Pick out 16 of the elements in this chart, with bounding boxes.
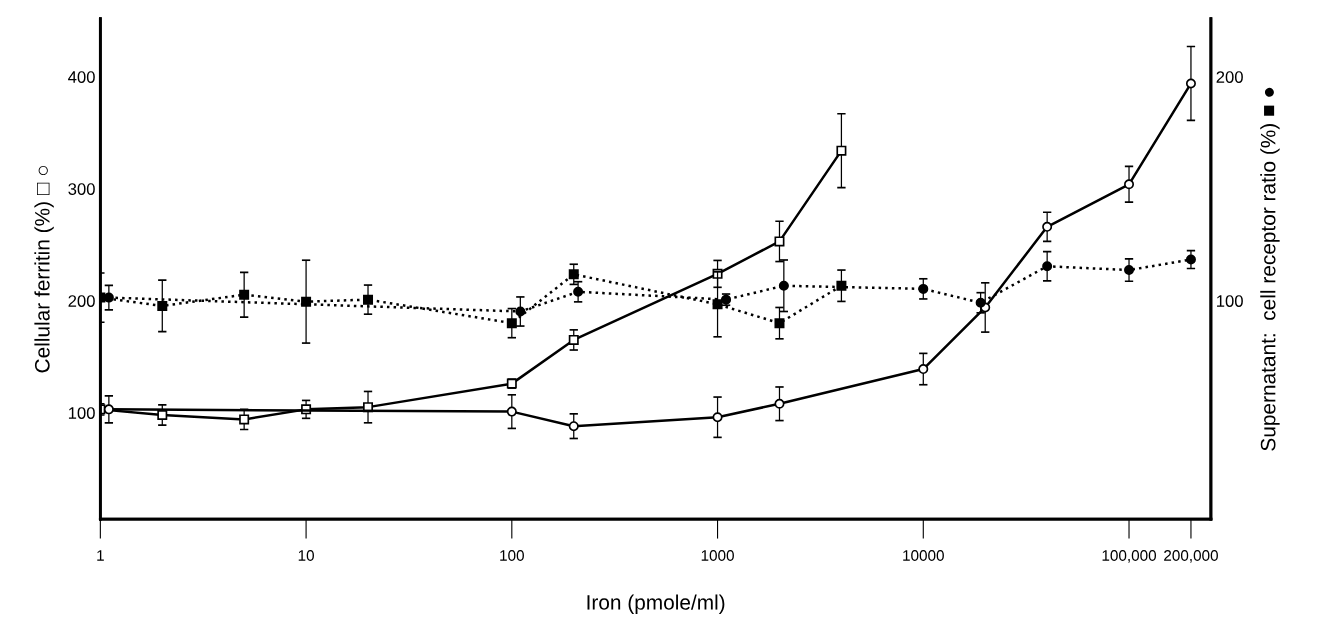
y2-tick-label: 200 <box>1216 71 1243 83</box>
x-tick-label: 100 <box>500 550 524 561</box>
y2-tick-label: 100 <box>1217 295 1243 307</box>
x-axis-title: Iron (pmole/ml) <box>587 594 725 614</box>
y-tick-label: 400 <box>68 71 95 83</box>
x-tick-label: 1000 <box>701 550 734 561</box>
y-tick-label: 200 <box>68 295 95 307</box>
x-tick-label: 10000 <box>903 550 944 561</box>
y-tick-label: 100 <box>68 407 95 419</box>
x-tick-label: 1 <box>97 550 104 561</box>
y2-axis-title: Supernatant: cell receptor ratio (%) ■ ● <box>1260 87 1280 451</box>
x-tick-label: 100,000 <box>1102 550 1157 563</box>
y-axis-title: Cellular ferritin (%) □ ○ <box>34 165 54 373</box>
x-tick-label: 200,000 <box>1164 550 1218 563</box>
y-tick-label: 300 <box>68 183 95 195</box>
x-tick-label: 10 <box>298 550 314 561</box>
